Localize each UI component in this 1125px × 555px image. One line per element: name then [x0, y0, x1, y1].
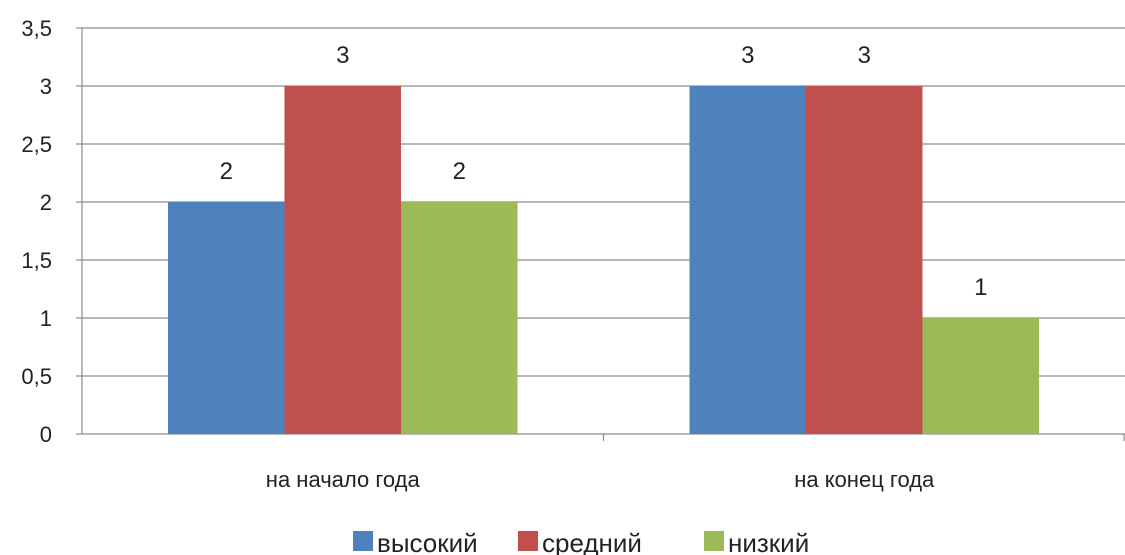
- y-tick-label: 2,5: [21, 132, 52, 157]
- data-labels: 2 3 2 3 3 1: [220, 42, 988, 301]
- x-tick-label: на конец года: [794, 467, 935, 492]
- data-label: 3: [336, 42, 349, 69]
- bar-низкий: [922, 318, 1039, 434]
- legend-label: высокий: [377, 528, 478, 555]
- data-label: 3: [858, 42, 871, 69]
- legend-label: средний: [542, 528, 642, 555]
- bars: [168, 86, 1039, 434]
- data-label: 2: [220, 158, 233, 185]
- y-tick-label: 3,5: [21, 16, 52, 41]
- bar-средний: [806, 86, 923, 434]
- data-label: 2: [453, 158, 466, 185]
- bar-средний: [284, 86, 401, 434]
- x-tick-label: на начало года: [266, 467, 421, 492]
- legend-swatch: [518, 531, 538, 551]
- y-tick-labels: 0 0,5 1 1,5 2 2,5 3 3,5: [21, 16, 52, 447]
- bar-высокий: [689, 86, 806, 434]
- bar-высокий: [168, 202, 285, 434]
- x-tick-labels: на начало года на конец года: [266, 467, 935, 492]
- y-tick-label: 2: [40, 190, 52, 215]
- y-tick-label: 1,5: [21, 248, 52, 273]
- legend-swatch: [353, 531, 373, 551]
- y-tick-label: 1: [40, 306, 52, 331]
- legend-swatch: [704, 531, 724, 551]
- legend: высокий средний низкий: [353, 528, 809, 555]
- legend-label: низкий: [728, 528, 809, 555]
- data-label: 3: [741, 42, 754, 69]
- data-label: 1: [974, 274, 987, 301]
- bar-низкий: [401, 202, 518, 434]
- y-tick-label: 0,5: [21, 364, 52, 389]
- y-tick-label: 0: [40, 422, 52, 447]
- y-tick-label: 3: [40, 74, 52, 99]
